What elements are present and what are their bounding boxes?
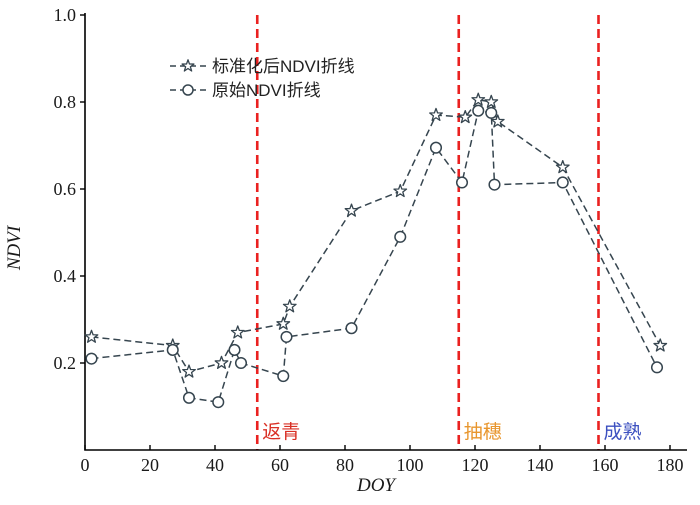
x-axis-title: DOY [356,475,397,496]
y-tick-label: 1.0 [54,5,77,25]
star-marker [484,94,499,108]
x-tick-label: 60 [271,455,289,475]
x-tick-label: 120 [462,455,489,475]
y-tick-label: 0.4 [54,266,77,286]
legend-circle-marker [182,84,194,96]
star-marker [276,316,291,330]
circle-marker [488,178,501,191]
legend-label-2: 原始NDVI折线 [212,81,321,100]
x-tick-label: 180 [657,455,684,475]
star-marker [429,107,443,122]
phenology-label-3: 成熟 [604,421,642,443]
series-line-1 [91,98,661,373]
circle-marker [556,176,569,189]
circle-marker [650,361,664,374]
circle-marker [85,352,98,365]
y-tick-label: 0.2 [54,353,77,373]
x-tick-label: 40 [206,455,224,475]
legend-label-1: 标准化后NDVI折线 [212,57,355,76]
x-tick-label: 100 [397,455,424,475]
series-line-2 [91,109,658,403]
circle-marker [182,391,196,404]
star-marker [214,355,229,369]
legend-star-marker [181,59,195,72]
circle-marker [485,106,498,119]
circle-marker [429,141,443,154]
y-tick-label: 0.8 [54,92,77,112]
circle-marker [277,370,290,383]
star-marker [393,183,408,198]
star-marker [490,114,505,128]
circle-marker [345,322,358,335]
star-marker [471,92,486,106]
circle-marker [166,343,179,357]
axes-frame [84,13,687,451]
x-tick-label: 160 [592,455,619,475]
circle-marker [472,104,485,117]
star-marker [84,329,99,343]
star-marker [182,364,196,378]
star-marker [282,299,297,313]
circle-marker [280,330,293,343]
circle-marker [455,176,469,189]
x-tick-label: 0 [81,455,90,475]
x-tick-label: 80 [336,455,354,475]
phenology-label-1: 返青 [262,421,300,443]
star-marker [458,109,473,124]
x-tick-label: 140 [527,455,554,475]
circle-marker [228,343,241,357]
y-axis-title: NDVI [4,224,25,271]
star-marker [555,160,570,174]
star-marker [344,203,359,217]
star-marker [230,325,245,339]
y-tick-label: 0.6 [54,179,77,199]
circle-marker [394,230,407,243]
circle-marker [212,396,225,409]
circle-marker [234,356,248,370]
star-marker [653,338,668,352]
x-tick-label: 20 [141,455,159,475]
phenology-label-2: 抽穗 [464,421,502,443]
